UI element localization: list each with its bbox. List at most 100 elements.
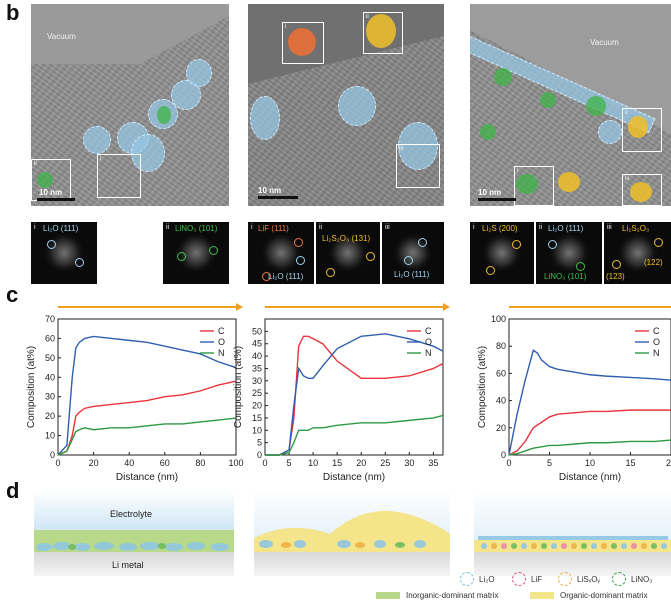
li2o-particle bbox=[338, 86, 376, 126]
chart-2: 0 5 10 15 20 25 30 35 0 5 10 15 20 25 30 35 40 45 50 Distan… bbox=[233, 285, 475, 485]
fft-label: (123) bbox=[606, 272, 625, 281]
y-tick-label: 30 bbox=[45, 392, 55, 402]
fft-label: Li₂O (111) bbox=[548, 224, 584, 233]
y-tick-label: 30 bbox=[252, 376, 262, 386]
x-tick-label: 30 bbox=[404, 458, 414, 468]
series-line-C bbox=[508, 409, 671, 456]
x-tick-label: 10 bbox=[585, 458, 595, 468]
legend-species-lisxoy: LiSₓOᵧ bbox=[558, 572, 600, 586]
y-tick-label: 50 bbox=[45, 353, 55, 363]
lino3-particle bbox=[157, 106, 171, 124]
panel-d-letter: d bbox=[6, 478, 20, 503]
fft-2-i: i LiF (111) Li₂O (111) bbox=[248, 222, 314, 284]
y-tick-label: 20 bbox=[496, 423, 506, 433]
x-tick-label: 0 bbox=[506, 458, 511, 468]
li2o-particle bbox=[398, 122, 438, 170]
li2o-particle bbox=[598, 120, 622, 144]
li2o-particle bbox=[131, 134, 165, 172]
y-tick-label: 60 bbox=[496, 368, 506, 378]
fft-1-i: i Li₂O (111) bbox=[31, 222, 97, 284]
zoom-box-iii: iii bbox=[396, 144, 440, 188]
y-tick-label: 40 bbox=[496, 396, 506, 406]
y-tick-label: 70 bbox=[45, 314, 55, 324]
legend-label-O: O bbox=[653, 337, 660, 347]
y-tick-label: 25 bbox=[252, 388, 262, 398]
zoom-box-i: i bbox=[514, 166, 554, 206]
scale-bar bbox=[478, 198, 516, 201]
legend-organic-matrix: Organic-dominant matrix bbox=[530, 591, 648, 600]
series-line-N bbox=[265, 414, 444, 456]
legend-label-C: C bbox=[653, 326, 660, 336]
vacuum-label: Vacuum bbox=[47, 32, 76, 41]
x-tick-label: 5 bbox=[287, 458, 292, 468]
y-tick-label: 10 bbox=[252, 425, 262, 435]
scale-label: 10 nm bbox=[258, 186, 282, 195]
y-tick-label: 20 bbox=[252, 401, 262, 411]
legend-label-N: N bbox=[218, 348, 225, 358]
fft-label: Li₂O (111) bbox=[43, 224, 79, 233]
plot-frame bbox=[57, 318, 237, 456]
x-tick-label: 60 bbox=[160, 458, 170, 468]
tem-image-2: i ii iii 10 nm bbox=[248, 4, 444, 206]
fft-3-ii: ii Li₂O (111) LiNO₃ (101) bbox=[536, 222, 602, 284]
electrolyte-label: Electrolyte bbox=[110, 509, 153, 519]
y-tick-label: 20 bbox=[45, 411, 55, 421]
panel-c-letter: c bbox=[6, 282, 19, 307]
y-tick-label: 0 bbox=[501, 450, 506, 460]
li2o-particle bbox=[83, 126, 111, 154]
y-tick-label: 5 bbox=[257, 438, 262, 448]
fft-label: LiF (111) bbox=[258, 224, 289, 233]
li2o-particle bbox=[186, 59, 212, 87]
y-tick-label: 50 bbox=[252, 326, 262, 336]
scale-label: 10 nm bbox=[478, 188, 502, 197]
series-line-N bbox=[57, 417, 237, 456]
zoom-box-ii: ii bbox=[622, 108, 662, 152]
fft-label: LiNO₃ (101) bbox=[544, 272, 587, 281]
x-tick-label: 20 bbox=[356, 458, 366, 468]
legend-label-O: O bbox=[425, 337, 432, 347]
legend-label-C: C bbox=[425, 326, 432, 336]
fft-label: (122) bbox=[644, 258, 663, 267]
y-tick-label: 15 bbox=[252, 413, 262, 423]
y-tick-label: 35 bbox=[252, 363, 262, 373]
legend-species-lif: LiF bbox=[512, 572, 542, 586]
x-tick-label: 15 bbox=[332, 458, 342, 468]
x-axis-title: Distance (nm) bbox=[559, 472, 621, 483]
x-tick-label: 100 bbox=[228, 458, 243, 468]
x-tick-label: 0 bbox=[262, 458, 267, 468]
y-tick-label: 0 bbox=[257, 450, 262, 460]
y-tick-label: 40 bbox=[45, 372, 55, 382]
x-tick-label: 20 bbox=[666, 458, 671, 468]
scale-bar bbox=[258, 196, 298, 199]
series-line-O bbox=[265, 333, 444, 456]
series-line-O bbox=[508, 349, 671, 456]
lino3-particle bbox=[37, 172, 53, 188]
x-tick-label: 5 bbox=[547, 458, 552, 468]
legend-label-N: N bbox=[425, 348, 432, 358]
y-tick-label: 80 bbox=[496, 341, 506, 351]
y-tick-label: 45 bbox=[252, 339, 262, 349]
fft-label: Li₂O (111) bbox=[268, 272, 304, 281]
chart-1: 0 20 40 60 80 100 0 10 20 30 40 50 60 70 Distance (nm)… bbox=[0, 285, 244, 485]
x-tick-label: 35 bbox=[428, 458, 438, 468]
li2o-particle bbox=[250, 96, 280, 140]
y-axis-title: Composition (at%) bbox=[233, 346, 244, 428]
fft-label: Li₂S₂O₃ bbox=[622, 224, 650, 233]
lino3-particle bbox=[586, 96, 606, 116]
lisxoy-particle bbox=[366, 14, 396, 48]
scale-label: 10 nm bbox=[39, 188, 63, 197]
fft-3-iii: iii Li₂S₂O₃ (122) (123) bbox=[604, 222, 671, 284]
li2o-particle bbox=[171, 80, 201, 110]
fft-1-ii: ii LiNO₃ (101) bbox=[163, 222, 229, 284]
fft-2-iii: iii Li₂O (111) bbox=[382, 222, 444, 284]
lino3-particle bbox=[516, 174, 538, 194]
chart-3: 0 5 10 15 20 0 20 40 60 80 100 Distance (nm) Composi… bbox=[465, 285, 671, 485]
x-axis-title: Distance (nm) bbox=[116, 472, 178, 483]
zoom-box-iii: iii bbox=[622, 174, 662, 206]
x-tick-label: 20 bbox=[89, 458, 99, 468]
plot-frame bbox=[264, 318, 444, 456]
zoom-box-ii: ii bbox=[363, 12, 403, 54]
direction-arrow-head bbox=[443, 303, 450, 311]
li-metal-label: Li metal bbox=[112, 560, 144, 570]
series-line-C bbox=[57, 380, 237, 456]
